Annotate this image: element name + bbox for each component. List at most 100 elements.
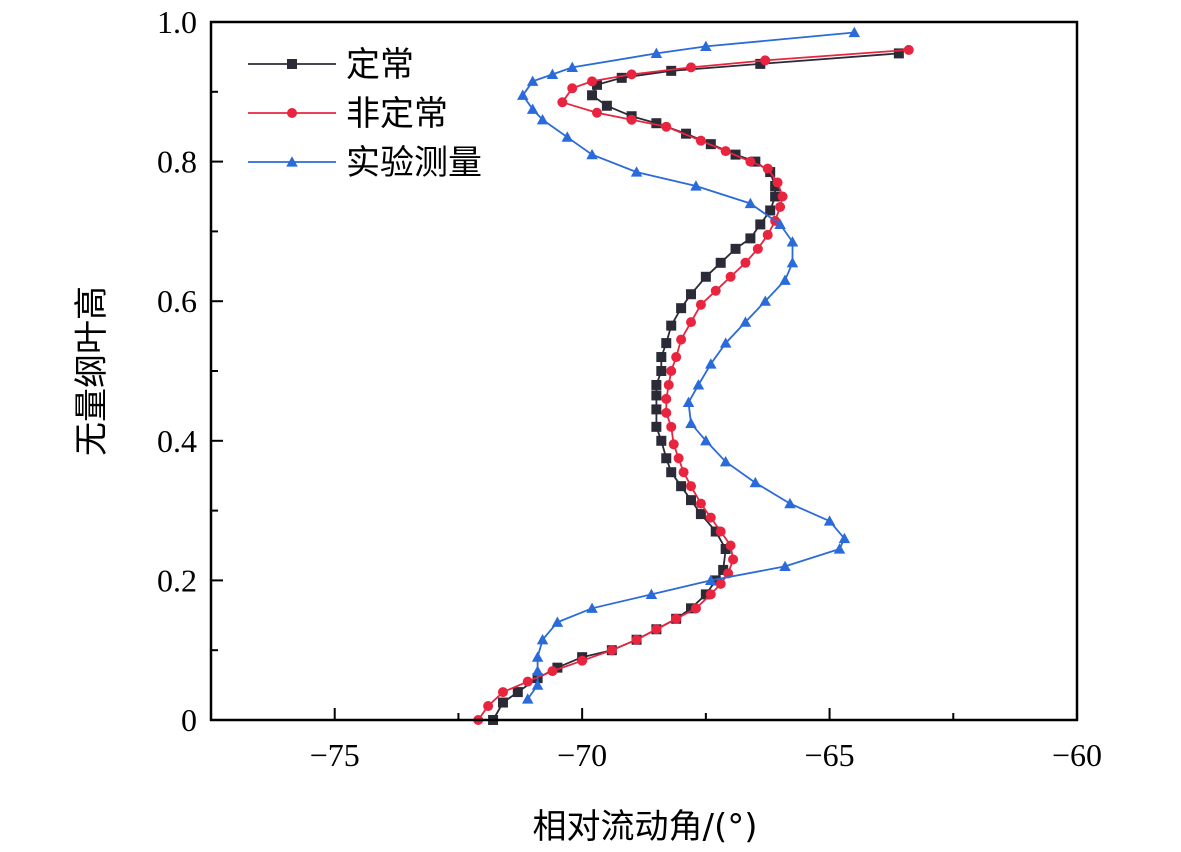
- series-2-point: [661, 121, 672, 132]
- y-tick-label: 0.6: [157, 283, 197, 319]
- series-2-point: [760, 55, 771, 66]
- legend-item-2: 非定常: [248, 94, 448, 134]
- series-2: [473, 44, 914, 725]
- series-3-point: [561, 131, 574, 142]
- series-3-point: [566, 61, 578, 72]
- series-3-point: [521, 693, 534, 704]
- series-3-point: [531, 679, 544, 690]
- series-1-point: [601, 100, 612, 111]
- series-3-point: [526, 75, 539, 86]
- series-2-point: [678, 467, 689, 478]
- series-2-point: [720, 146, 731, 157]
- series-3-point: [719, 337, 732, 348]
- series-2-point: [606, 645, 617, 656]
- legend-swatch-marker: [287, 59, 297, 69]
- series-2-point: [547, 666, 558, 677]
- series-1-point: [666, 467, 677, 478]
- series-3-point: [838, 532, 851, 544]
- y-tick-label: 0.8: [157, 144, 197, 180]
- series-2-point: [762, 229, 773, 240]
- series-2-point: [483, 701, 494, 712]
- series-3-point: [531, 651, 544, 662]
- y-tick-label: 1.0: [157, 4, 197, 40]
- series-1-point: [656, 435, 667, 446]
- series-2-point: [745, 156, 756, 167]
- series-1-point: [686, 495, 697, 506]
- series-1-point: [651, 390, 662, 401]
- series-2-point: [497, 687, 508, 698]
- series-2-point: [705, 589, 716, 600]
- series-2-point: [775, 201, 786, 212]
- series-3-point: [692, 379, 705, 390]
- series-3-point: [531, 665, 544, 676]
- series-2-point: [651, 624, 662, 635]
- series-3-point: [779, 274, 791, 285]
- series-2-point: [690, 603, 701, 614]
- series-2-point: [676, 334, 687, 345]
- series-1-point: [661, 453, 672, 464]
- series-3-point: [517, 89, 529, 100]
- series-3-point: [719, 455, 732, 467]
- series-2-point: [567, 83, 578, 94]
- series-3-point: [586, 602, 598, 613]
- series-3-point: [774, 218, 786, 230]
- series-2-point: [725, 271, 736, 282]
- series-3-point: [645, 588, 658, 599]
- series-2-point: [673, 453, 684, 464]
- legend-label: 定常: [346, 45, 414, 85]
- series-2-point: [777, 191, 788, 202]
- y-tick-label: 0.2: [157, 562, 197, 598]
- series-1-point: [755, 58, 766, 69]
- series-1-point: [745, 233, 756, 244]
- series-3-point: [739, 316, 752, 327]
- series-2-point: [903, 44, 914, 55]
- series-2-point: [740, 257, 751, 268]
- x-tick-label: −65: [805, 737, 855, 773]
- series-3-point: [536, 113, 549, 125]
- series-1-point: [765, 205, 776, 216]
- series-2-point: [710, 285, 721, 296]
- series-1-point: [651, 118, 662, 129]
- series-3-point: [784, 497, 796, 509]
- series-1-point: [587, 90, 598, 101]
- series-2-line: [477, 49, 909, 721]
- series-2-point: [663, 379, 674, 390]
- series-3-point: [823, 515, 836, 526]
- legend-label: 实验测量: [346, 143, 482, 183]
- series-1-point: [710, 575, 721, 586]
- series-2-point: [631, 634, 642, 645]
- series-1-point: [666, 65, 677, 76]
- series-3-point: [700, 40, 712, 52]
- legend-item-3: 实验测量: [248, 143, 482, 183]
- series-1-point: [676, 481, 687, 492]
- plot-area-frame: [209, 20, 1079, 722]
- axis-ticks: −75 −70 −65 −60 0 0.2 0.4 0.6 0.8 1.0: [157, 4, 1102, 773]
- series-1-point: [715, 257, 726, 268]
- series-2-point: [695, 135, 706, 146]
- series-3-point: [526, 103, 539, 114]
- series-3-point: [786, 236, 799, 247]
- series-3-point: [744, 197, 757, 209]
- series-3-point: [786, 257, 799, 268]
- series-1-point: [666, 320, 677, 331]
- series-2-point: [752, 243, 763, 254]
- series-2-point: [591, 107, 602, 118]
- series-2-point: [577, 655, 588, 666]
- series-2-point: [695, 498, 706, 509]
- series-3-point: [833, 543, 846, 554]
- series-2-point: [671, 352, 682, 363]
- series-1-point: [661, 338, 672, 349]
- series-3-point: [848, 26, 861, 38]
- series-2-point: [661, 393, 672, 404]
- series-2-point: [557, 97, 568, 108]
- series-1-point: [700, 271, 711, 282]
- series-1-point: [497, 697, 508, 708]
- legend-swatch-marker: [286, 156, 298, 167]
- series-2-point: [762, 163, 773, 174]
- y-axis-title: 无量纲叶高: [72, 286, 112, 456]
- series-3-point: [650, 47, 663, 59]
- x-tick-label: −75: [310, 737, 360, 773]
- series-1-point: [730, 243, 741, 254]
- series-3-point: [700, 435, 712, 446]
- series-1-point: [686, 289, 697, 300]
